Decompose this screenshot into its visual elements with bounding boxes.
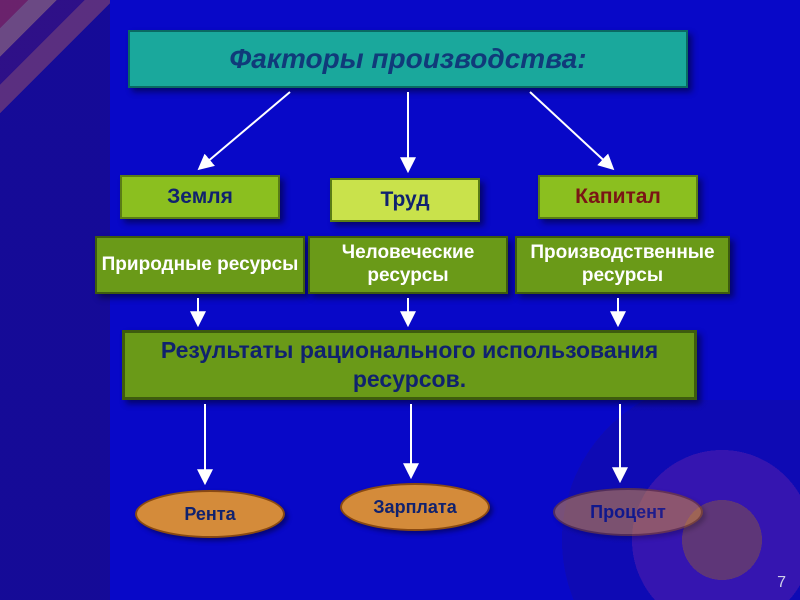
resource-box-1: Человеческие ресурсы xyxy=(308,236,508,294)
income-oval-0: Рента xyxy=(135,490,285,538)
title-box: Факторы производства: xyxy=(128,30,688,88)
factor-box-0: Земля xyxy=(120,175,280,219)
factor-box-1: Труд xyxy=(330,178,480,222)
resource-box-0: Природные ресурсы xyxy=(95,236,305,294)
factor-box-2: Капитал xyxy=(538,175,698,219)
resource-box-2: Производственные ресурсы xyxy=(515,236,730,294)
slide: Факторы производства: Результаты рациона… xyxy=(0,0,800,600)
income-oval-1: Зарплата xyxy=(340,483,490,531)
income-oval-2: Процент xyxy=(553,488,703,536)
results-box: Результаты рационального использования р… xyxy=(122,330,697,400)
page-number: 7 xyxy=(777,574,786,592)
